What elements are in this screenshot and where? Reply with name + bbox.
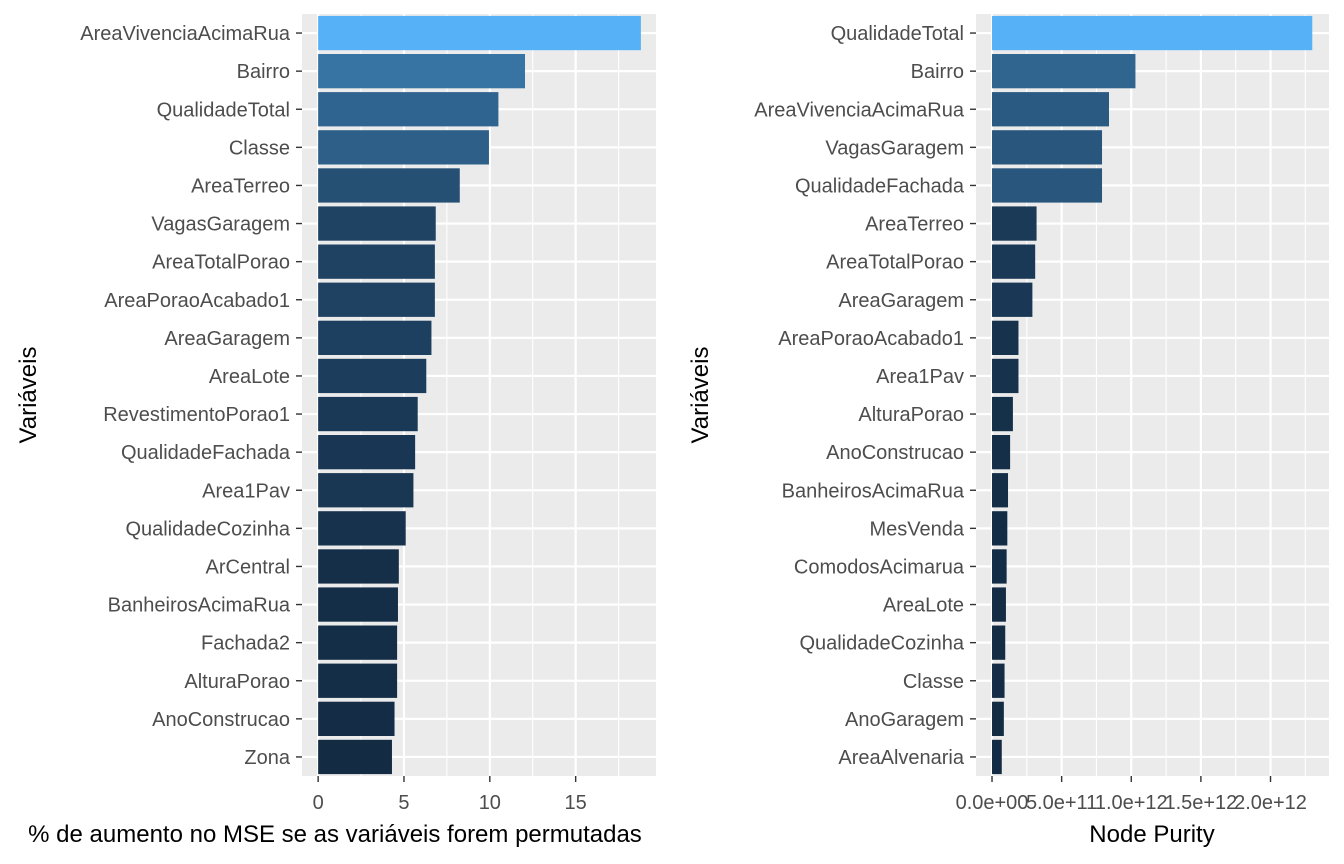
purity-category-label: AlturaPorao (858, 404, 964, 426)
purity-bar (992, 396, 1013, 432)
purity-x-tick-label: 2.0e+12 (1234, 792, 1307, 814)
purity-x-axis-title: Node Purity (1089, 821, 1214, 848)
mse-category-label: BanheirosAcimaRua (108, 595, 291, 617)
mse-bar (318, 15, 641, 51)
mse-bar (318, 358, 427, 394)
mse-bar (318, 473, 414, 508)
mse-bar (318, 282, 435, 317)
node-purity-chart: QualidadeTotal Bairro AreaVivenciaAcimaRua… (687, 14, 1329, 848)
purity-x-tick-label: 0.0e+00 (956, 792, 1029, 814)
purity-category-label: QualidadeFachada (795, 175, 965, 197)
mse-bar (318, 739, 392, 775)
purity-bar (992, 663, 1005, 698)
purity-category-label: AnoGaragem (845, 709, 964, 731)
purity-category-label: ComodosAcimarua (794, 556, 965, 578)
purity-bar (992, 435, 1011, 470)
purity-category-label: AreaTerreo (865, 214, 964, 236)
mse-bar (318, 92, 499, 127)
mse-category-label: Zona (244, 747, 290, 769)
purity-bar (992, 15, 1313, 51)
purity-category-label: AreaGaragem (838, 290, 964, 312)
mse-bar (318, 625, 398, 660)
mse-category-label: AreaLote (209, 366, 290, 388)
mse-category-label: Area1Pav (202, 480, 290, 502)
mse-y-axis-title: Variáveis (15, 347, 42, 444)
purity-category-label: Classe (903, 671, 964, 693)
mse-bar (318, 244, 435, 279)
purity-category-label: MesVenda (869, 518, 964, 540)
mse-x-axis-title: % de aumento no MSE se as variáveis fore… (28, 821, 642, 848)
mse-category-label: QualidadeTotal (157, 99, 290, 121)
purity-category-label: AnoConstrucao (826, 442, 964, 464)
purity-category-label: Bairro (911, 61, 964, 83)
mse-plot-background (302, 14, 656, 776)
mse-bar (318, 206, 436, 241)
purity-bar (992, 206, 1037, 241)
purity-category-label: QualidadeTotal (831, 23, 964, 45)
purity-bar (992, 473, 1009, 508)
mse-category-label: VagasGaragem (151, 214, 290, 236)
mse-bar (318, 701, 395, 736)
purity-bar (992, 320, 1019, 355)
mse-category-label: Bairro (237, 61, 290, 83)
mse-bar (318, 587, 398, 622)
purity-bar (992, 511, 1008, 546)
mse-bar (318, 130, 489, 165)
purity-bar (992, 358, 1019, 394)
mse-bar (318, 549, 399, 584)
purity-category-label: AreaPoraoAcabado1 (778, 328, 964, 350)
purity-bar (992, 168, 1103, 203)
purity-bar (992, 244, 1036, 279)
purity-bar (992, 625, 1006, 660)
mse-bar (318, 396, 418, 432)
purity-bar (992, 282, 1033, 317)
purity-category-label: AreaVivenciaAcimaRua (754, 99, 965, 121)
purity-x-tick-label: 1.5e+12 (1164, 792, 1237, 814)
mse-category-label: Fachada2 (201, 633, 290, 655)
mse-category-label: QualidadeCozinha (125, 518, 290, 540)
mse-bar (318, 168, 460, 203)
mse-x-tick-label: 15 (565, 792, 587, 814)
purity-bar (992, 549, 1007, 584)
mse-category-label: Classe (229, 137, 290, 159)
mse-x-tick-label: 0 (313, 792, 324, 814)
mse-bar (318, 54, 526, 89)
purity-category-label: AreaAlvenaria (838, 747, 965, 769)
purity-bar (992, 130, 1103, 165)
mse-category-label: AreaPoraoAcabado1 (104, 290, 290, 312)
mse-importance-chart: AreaVivenciaAcimaRua Bairro QualidadeTotal… (15, 14, 656, 848)
mse-bar (318, 435, 416, 470)
purity-category-label: AreaTotalPorao (826, 252, 964, 274)
mse-bar (318, 511, 406, 546)
purity-bar (992, 92, 1109, 127)
mse-category-label: AreaGaragem (164, 328, 290, 350)
mse-category-label: AreaTotalPorao (152, 252, 290, 274)
purity-x-tick-label: 1.0e+12 (1095, 792, 1168, 814)
mse-category-label: QualidadeFachada (121, 442, 291, 464)
purity-bar (992, 54, 1136, 89)
mse-category-label: ArCentral (206, 556, 290, 578)
purity-category-label: QualidadeCozinha (799, 633, 964, 655)
mse-x-tick-label: 5 (398, 792, 409, 814)
mse-category-label: RevestimentoPorao1 (103, 404, 290, 426)
purity-bar (992, 701, 1004, 736)
mse-category-label: AreaTerreo (191, 175, 290, 197)
mse-bar (318, 320, 432, 355)
purity-category-label: BanheirosAcimaRua (782, 480, 965, 502)
purity-category-label: AreaLote (883, 595, 964, 617)
mse-category-label: AnoConstrucao (152, 709, 290, 731)
purity-y-axis-title: Variáveis (687, 347, 714, 444)
purity-bar (992, 587, 1006, 622)
purity-x-tick-label: 5.0e+11 (1026, 792, 1097, 814)
mse-x-tick-label: 10 (479, 792, 501, 814)
mse-category-label: AlturaPorao (184, 671, 290, 693)
purity-category-label: VagasGaragem (825, 137, 964, 159)
purity-bar (992, 739, 1002, 775)
purity-plot-background (976, 14, 1329, 776)
mse-bar (318, 663, 398, 698)
mse-category-label: AreaVivenciaAcimaRua (80, 23, 291, 45)
purity-category-label: Area1Pav (876, 366, 964, 388)
